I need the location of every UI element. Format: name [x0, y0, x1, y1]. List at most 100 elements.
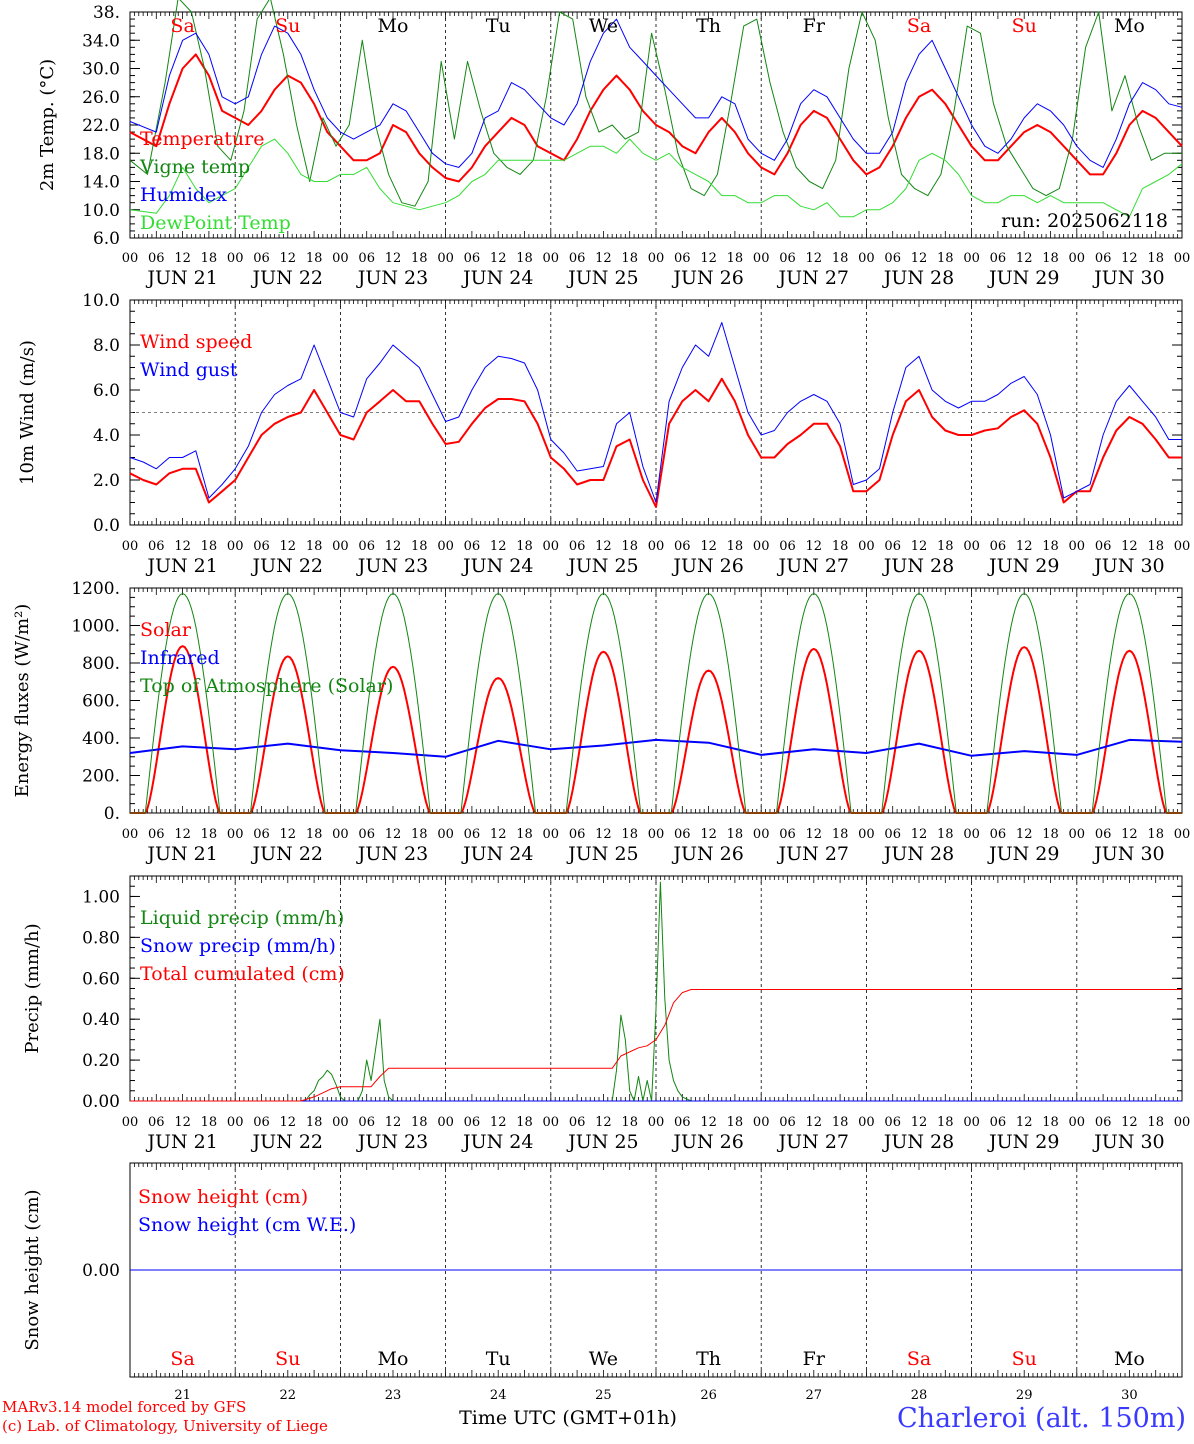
x-tick-label: 12 — [280, 1115, 297, 1130]
panel-frame — [129, 587, 1183, 814]
x-tick-label: 12 — [385, 827, 402, 842]
weekday-label-bottom: Su — [275, 1348, 300, 1370]
x-tick-label: 18 — [832, 827, 849, 842]
day-label: JUN 24 — [461, 1131, 533, 1153]
panel-5: 0.00 Snow height (cm) Snow height (cm) Snow… — [22, 1162, 1183, 1378]
x-tick-label: 18 — [306, 251, 323, 266]
weekday-label: Tu — [486, 15, 511, 37]
x-tick-label: 12 — [700, 827, 717, 842]
panel-3: 1200. 1000. 800. 600. 400. 200. 0. Energy fluxe… — [12, 579, 1190, 865]
x-tick-label: 06 — [990, 1115, 1007, 1130]
day-label: JUN 22 — [251, 843, 323, 865]
x-tick-label: 18 — [516, 1115, 533, 1130]
legend-entry: Snow height (cm W.E.) — [138, 1214, 356, 1236]
day-label: JUN 26 — [671, 555, 743, 577]
day-label: JUN 23 — [356, 555, 428, 577]
x-tick-label: 12 — [911, 827, 928, 842]
x-tick-label: 00 — [227, 539, 244, 554]
x-tick-label: 06 — [990, 251, 1007, 266]
y-tick-label: 18.0 — [82, 144, 120, 164]
day-label: JUN 26 — [671, 1131, 743, 1153]
x-tick-label: 00 — [437, 1115, 454, 1130]
day-number-label: 27 — [806, 1388, 823, 1403]
series-line-humidex — [129, 18, 1183, 168]
x-tick-label: 06 — [358, 539, 375, 554]
x-tick-label: 00 — [648, 1115, 665, 1130]
x-tick-label: 06 — [148, 251, 165, 266]
y-tick-label: 0.20 — [82, 1051, 120, 1071]
x-tick-label: 18 — [621, 251, 638, 266]
x-tick-label: 00 — [332, 827, 349, 842]
x-tick-label: 18 — [306, 827, 323, 842]
x-tick-label: 00 — [963, 251, 980, 266]
x-tick-label: 06 — [1095, 827, 1112, 842]
legend-entry: Wind gust — [140, 359, 238, 381]
x-tick-label: 12 — [806, 251, 823, 266]
x-tick-label: 06 — [464, 251, 481, 266]
x-tick-label: 12 — [806, 827, 823, 842]
y-tick-label: 600. — [82, 692, 120, 712]
x-tick-label: 18 — [411, 1115, 428, 1130]
legend-entry: Solar — [140, 619, 192, 641]
y-tick-label: 1000. — [71, 617, 120, 637]
day-label: JUN 26 — [671, 843, 743, 865]
x-tick-label: 12 — [174, 827, 191, 842]
x-tick-label: 18 — [832, 251, 849, 266]
weekday-label: Fr — [803, 15, 826, 37]
series-line-top-of-atmosphere-solar- — [130, 593, 1182, 814]
day-label: JUN 30 — [1092, 555, 1164, 577]
x-tick-label: 18 — [1042, 251, 1059, 266]
weekday-label-bottom: We — [589, 1348, 618, 1370]
x-tick-label: 18 — [937, 539, 954, 554]
y-tick-label: 2.0 — [93, 471, 120, 491]
weekday-label: Th — [696, 15, 721, 37]
x-tick-label: 18 — [201, 539, 218, 554]
x-tick-label: 06 — [464, 539, 481, 554]
x-tick-label: 12 — [595, 539, 612, 554]
x-tick-label: 00 — [753, 539, 770, 554]
x-tick-label: 18 — [937, 1115, 954, 1130]
x-tick-label: 12 — [806, 539, 823, 554]
x-tick-label: 12 — [1016, 539, 1033, 554]
x-tick-label: 18 — [411, 827, 428, 842]
x-tick-label: 12 — [595, 1115, 612, 1130]
legend-entry: Snow precip (mm/h) — [140, 935, 336, 957]
x-tick-label: 06 — [990, 827, 1007, 842]
series-line-dewpoint-temp — [129, 138, 1183, 218]
x-tick-label: 12 — [806, 1115, 823, 1130]
x-tick-label: 00 — [648, 251, 665, 266]
credit-line-model: MARv3.14 model forced by GFS — [2, 1398, 247, 1416]
x-tick-label: 00 — [1174, 1115, 1191, 1130]
day-label: JUN 21 — [145, 1131, 217, 1153]
x-tick-label: 06 — [464, 827, 481, 842]
x-tick-label: 18 — [516, 539, 533, 554]
day-label: JUN 23 — [356, 267, 428, 289]
x-tick-label: 12 — [700, 539, 717, 554]
y-tick-label: 0.00 — [82, 1092, 120, 1112]
x-tick-label: 12 — [911, 1115, 928, 1130]
x-tick-label: 18 — [937, 251, 954, 266]
x-tick-label: 00 — [227, 1115, 244, 1130]
day-label: JUN 22 — [251, 267, 323, 289]
y-tick-label: 34.0 — [82, 31, 120, 51]
y-tick-label: 200. — [82, 767, 120, 787]
day-label: JUN 27 — [777, 843, 849, 865]
day-number-label: 23 — [385, 1388, 402, 1403]
x-tick-label: 12 — [280, 251, 297, 266]
x-tick-label: 18 — [727, 827, 744, 842]
x-tick-label: 18 — [411, 539, 428, 554]
series-line-vigne-temp — [129, 0, 1182, 207]
day-label: JUN 27 — [777, 555, 849, 577]
y-tick-label: 6.0 — [93, 229, 120, 249]
y-axis-label: 10m Wind (m/s) — [17, 340, 38, 485]
y-tick-label: 1200. — [71, 579, 120, 599]
x-tick-label: 00 — [753, 1115, 770, 1130]
day-label: JUN 23 — [356, 843, 428, 865]
weekday-label-bottom: Mo — [1114, 1348, 1145, 1370]
x-tick-label: 06 — [148, 1115, 165, 1130]
day-label: JUN 27 — [777, 267, 849, 289]
day-number-label: 25 — [595, 1388, 612, 1403]
legend-entry: Vigne temp — [139, 156, 250, 178]
y-tick-label: 6.0 — [93, 381, 120, 401]
x-tick-label: 00 — [122, 539, 139, 554]
